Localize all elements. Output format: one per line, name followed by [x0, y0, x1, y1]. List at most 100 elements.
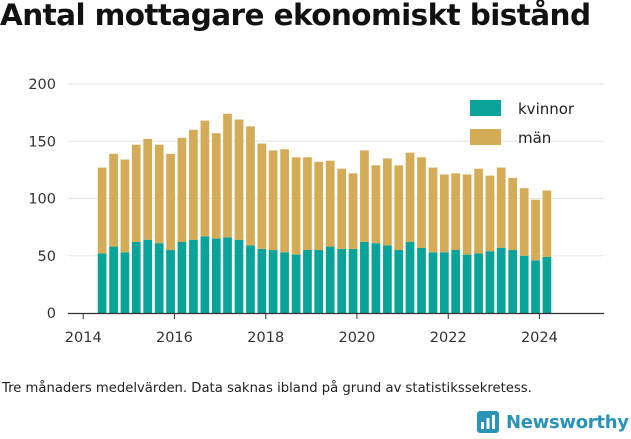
bar-kvinnor: [131, 242, 141, 313]
bar-man: [519, 188, 529, 256]
bar-man: [268, 150, 278, 251]
y-tick-label: 50: [38, 249, 56, 265]
bar-man: [154, 144, 164, 244]
x-tick-label: 2020: [338, 330, 375, 346]
bar-kvinnor: [166, 250, 175, 313]
bar-kvinnor: [531, 260, 540, 313]
bar-man: [417, 157, 426, 248]
legend-label: män: [518, 129, 551, 147]
bar-kvinnor: [143, 239, 153, 313]
bar-kvinnor: [177, 242, 187, 313]
bar-man: [223, 113, 232, 238]
brand-name: Newsworthy: [506, 411, 629, 433]
bar-kvinnor: [371, 243, 381, 313]
bar-man: [314, 161, 324, 251]
bar-man: [200, 120, 210, 237]
bar-kvinnor: [223, 237, 232, 313]
bar-man: [143, 138, 153, 240]
legend-label: kvinnor: [518, 100, 575, 118]
bar-man: [542, 190, 552, 257]
bar-kvinnor: [519, 255, 529, 313]
x-tick-label: 2014: [65, 330, 102, 346]
bar-kvinnor: [542, 256, 552, 313]
bar-man: [428, 167, 438, 253]
bar-man: [246, 126, 255, 246]
bar-kvinnor: [405, 242, 415, 313]
bar-man: [337, 168, 347, 249]
x-tick-label: 2016: [156, 330, 193, 346]
bar-man: [166, 153, 175, 251]
x-tick-label: 2022: [430, 330, 467, 346]
bar-man: [439, 174, 449, 253]
bar-chart-logo-icon: [477, 411, 499, 433]
y-tick-label: 200: [28, 77, 56, 93]
bar-kvinnor: [325, 246, 335, 313]
bar-kvinnor: [120, 252, 130, 313]
bar-man: [257, 143, 267, 249]
bar-man: [97, 167, 107, 254]
bar-man: [383, 158, 392, 246]
bar-man: [394, 165, 404, 251]
brand-logo[interactable]: Newsworthy: [476, 408, 629, 436]
bar-man: [462, 174, 472, 255]
bar-kvinnor: [246, 245, 255, 313]
bar-man: [131, 144, 141, 243]
x-tick-label: 2018: [247, 330, 284, 346]
bar-kvinnor: [97, 253, 107, 313]
bar-kvinnor: [394, 250, 404, 313]
legend: kvinnor män: [470, 100, 575, 147]
bar-kvinnor: [200, 236, 210, 313]
bar-man: [348, 173, 358, 249]
bar-kvinnor: [314, 250, 324, 313]
bar-kvinnor: [474, 253, 483, 313]
y-tick-label: 100: [28, 192, 56, 208]
legend-swatch: [470, 129, 501, 145]
bar-man: [280, 149, 289, 253]
bar-kvinnor: [211, 238, 221, 313]
bar-man: [371, 165, 381, 244]
bar-kvinnor: [360, 242, 369, 313]
bar-man: [189, 129, 198, 240]
bar-kvinnor: [348, 248, 358, 313]
bar-kvinnor: [428, 252, 438, 313]
bar-kvinnor: [257, 248, 267, 313]
chart-title: Antal mottagare ekonomiskt bistånd: [0, 0, 591, 32]
bar-kvinnor: [109, 246, 118, 313]
bar-man: [451, 173, 460, 251]
axes: 0 50 100 150 200 2014 2016 2018 2020 2022 2024: [28, 77, 604, 346]
legend-swatch: [470, 100, 501, 116]
bar-kvinnor: [496, 247, 506, 313]
stacked-bar-chart: 0 50 100 150 200 2014 2016 2018 2020 2022 2024 kvi…: [28, 77, 604, 346]
x-tick-label: 2024: [521, 330, 558, 346]
bar-man: [211, 133, 221, 239]
bar-kvinnor: [383, 245, 392, 313]
bar-kvinnor: [280, 252, 289, 313]
bar-man: [234, 119, 244, 240]
bar-kvinnor: [291, 254, 301, 313]
bar-man: [177, 137, 187, 242]
bar-man: [325, 160, 335, 247]
bar-kvinnor: [508, 250, 518, 313]
bar-man: [531, 199, 540, 261]
bar-kvinnor: [189, 239, 198, 313]
y-tick-label: 0: [47, 306, 56, 322]
bar-kvinnor: [439, 252, 449, 313]
bar-man: [508, 177, 518, 251]
bar-man: [485, 175, 495, 252]
bar-kvinnor: [462, 254, 472, 313]
bar-kvinnor: [303, 250, 312, 313]
bar-man: [405, 152, 415, 243]
bar-man: [109, 153, 118, 247]
bars: [97, 113, 552, 313]
bar-man: [496, 167, 506, 248]
bar-man: [474, 168, 483, 254]
bar-kvinnor: [234, 239, 244, 313]
bar-kvinnor: [485, 251, 495, 313]
y-tick-label: 150: [28, 134, 56, 150]
bar-man: [360, 150, 369, 243]
bar-kvinnor: [154, 243, 164, 313]
bar-kvinnor: [268, 250, 278, 313]
bar-kvinnor: [417, 247, 426, 313]
footnote: Tre månaders medelvärden. Data saknas ib…: [2, 381, 532, 396]
bar-kvinnor: [337, 248, 347, 313]
